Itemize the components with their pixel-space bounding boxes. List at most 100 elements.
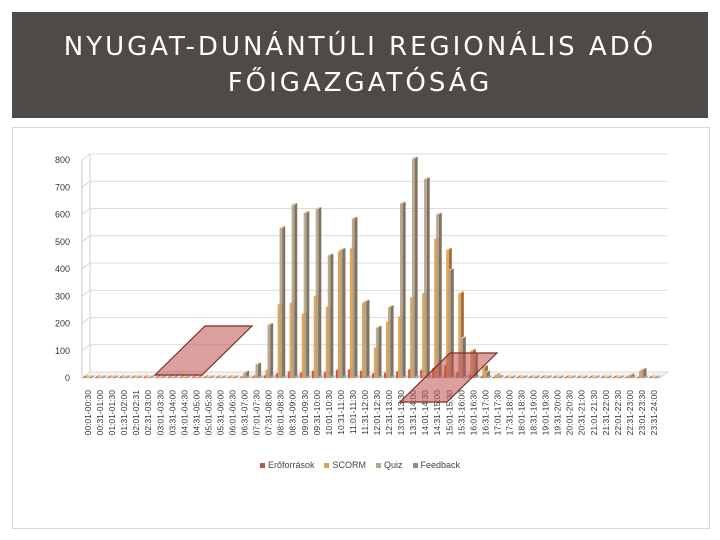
bar-front: [147, 377, 150, 378]
legend-label: SCORM: [332, 460, 366, 470]
bar-front: [518, 377, 522, 378]
bar-side: [621, 375, 625, 378]
x-tick-label: 23:01-23:30: [637, 390, 647, 436]
bar-top: [365, 375, 372, 378]
x-tick-label: 06:01-06:30: [228, 390, 238, 436]
x-tick-label: 18:01-18:30: [517, 390, 527, 436]
bar-top: [327, 253, 334, 256]
bar-front: [353, 377, 357, 378]
bar-front: [277, 304, 281, 378]
bar: [341, 375, 348, 378]
bar-side: [585, 375, 589, 378]
bar-top: [628, 373, 635, 376]
bar-front: [389, 377, 393, 378]
bar-top: [279, 226, 286, 229]
x-tick-label: 01:31-02:00: [119, 390, 129, 436]
bar: [88, 375, 95, 378]
x-tick-label: 02:31-03:00: [143, 390, 153, 436]
bar-front: [638, 371, 642, 378]
x-tick-label: 11:01-11:30: [348, 390, 358, 434]
bar-front: [95, 377, 98, 378]
legend-swatch: [324, 463, 330, 469]
bar-front: [384, 373, 387, 378]
bar-side: [643, 367, 647, 378]
bar-top: [173, 375, 179, 378]
bar-front: [496, 376, 499, 378]
bar-side: [163, 375, 167, 378]
bar: [303, 211, 310, 378]
x-tick-label: 06:31-07:00: [240, 390, 250, 436]
bar-side: [139, 375, 143, 378]
bar: [365, 375, 372, 378]
bar-top: [161, 375, 167, 378]
bar-front: [375, 327, 379, 378]
bar: [606, 375, 613, 378]
bar-front: [253, 375, 257, 378]
bar-top: [654, 375, 661, 378]
bar-front: [396, 372, 399, 378]
x-tick-label: 21:01-21:30: [589, 390, 599, 436]
bar-front: [281, 377, 285, 378]
bar-top: [125, 375, 131, 378]
bar-side: [500, 375, 504, 378]
bar-front: [624, 377, 628, 378]
bar-side: [103, 375, 107, 378]
bar-front: [287, 372, 291, 378]
bar-top: [546, 375, 553, 378]
bar: [185, 375, 191, 378]
bar: [281, 375, 288, 378]
bar-top: [257, 375, 264, 378]
bar-front: [251, 377, 255, 378]
bar-front: [568, 377, 572, 378]
bar-side: [175, 375, 179, 378]
bar-front: [279, 228, 283, 378]
bar-front: [558, 377, 562, 378]
bar-top: [522, 375, 529, 378]
bar-side: [573, 375, 577, 378]
bar-side: [272, 375, 276, 378]
bar-front: [372, 373, 375, 378]
bar-front: [522, 377, 526, 378]
bar-front: [97, 377, 100, 378]
bar-front: [137, 377, 140, 378]
bar: [401, 375, 408, 378]
bar-front: [648, 377, 652, 378]
bar-side: [633, 375, 637, 378]
bar: [654, 375, 661, 378]
bar-side: [260, 375, 264, 378]
bar-top: [401, 375, 408, 378]
bar-front: [351, 218, 355, 378]
bar-front: [303, 213, 307, 378]
bar-front: [197, 377, 200, 378]
bar: [339, 247, 346, 378]
bar: [279, 226, 286, 378]
x-tick-label: 17:31-18:00: [504, 390, 514, 436]
bar-top: [293, 375, 300, 378]
bar-side: [609, 375, 613, 378]
bar-top: [606, 375, 613, 378]
bar-front: [614, 377, 618, 378]
y-tick-label: 0: [65, 373, 70, 383]
bar-front: [446, 249, 449, 378]
bar-front: [121, 377, 124, 378]
bar-front: [241, 376, 245, 378]
bar: [112, 375, 119, 378]
bar-top: [97, 375, 103, 378]
bar-front: [618, 377, 622, 378]
bar: [546, 375, 553, 378]
bar-side: [270, 322, 274, 378]
bar-front: [327, 255, 331, 378]
bar-front: [111, 377, 114, 378]
bar-side: [223, 375, 227, 378]
x-tick-label: 17:01-17:30: [492, 390, 502, 436]
bar-front: [540, 377, 544, 378]
bar-front: [219, 377, 223, 378]
bar: [233, 375, 240, 378]
bar-top: [341, 375, 348, 378]
x-tick-label: 00:31-01:00: [95, 390, 105, 436]
bar-front: [181, 377, 184, 378]
bar: [377, 375, 384, 378]
bar-front: [173, 377, 176, 378]
bar-front: [386, 322, 389, 378]
legend-swatch: [412, 463, 418, 469]
